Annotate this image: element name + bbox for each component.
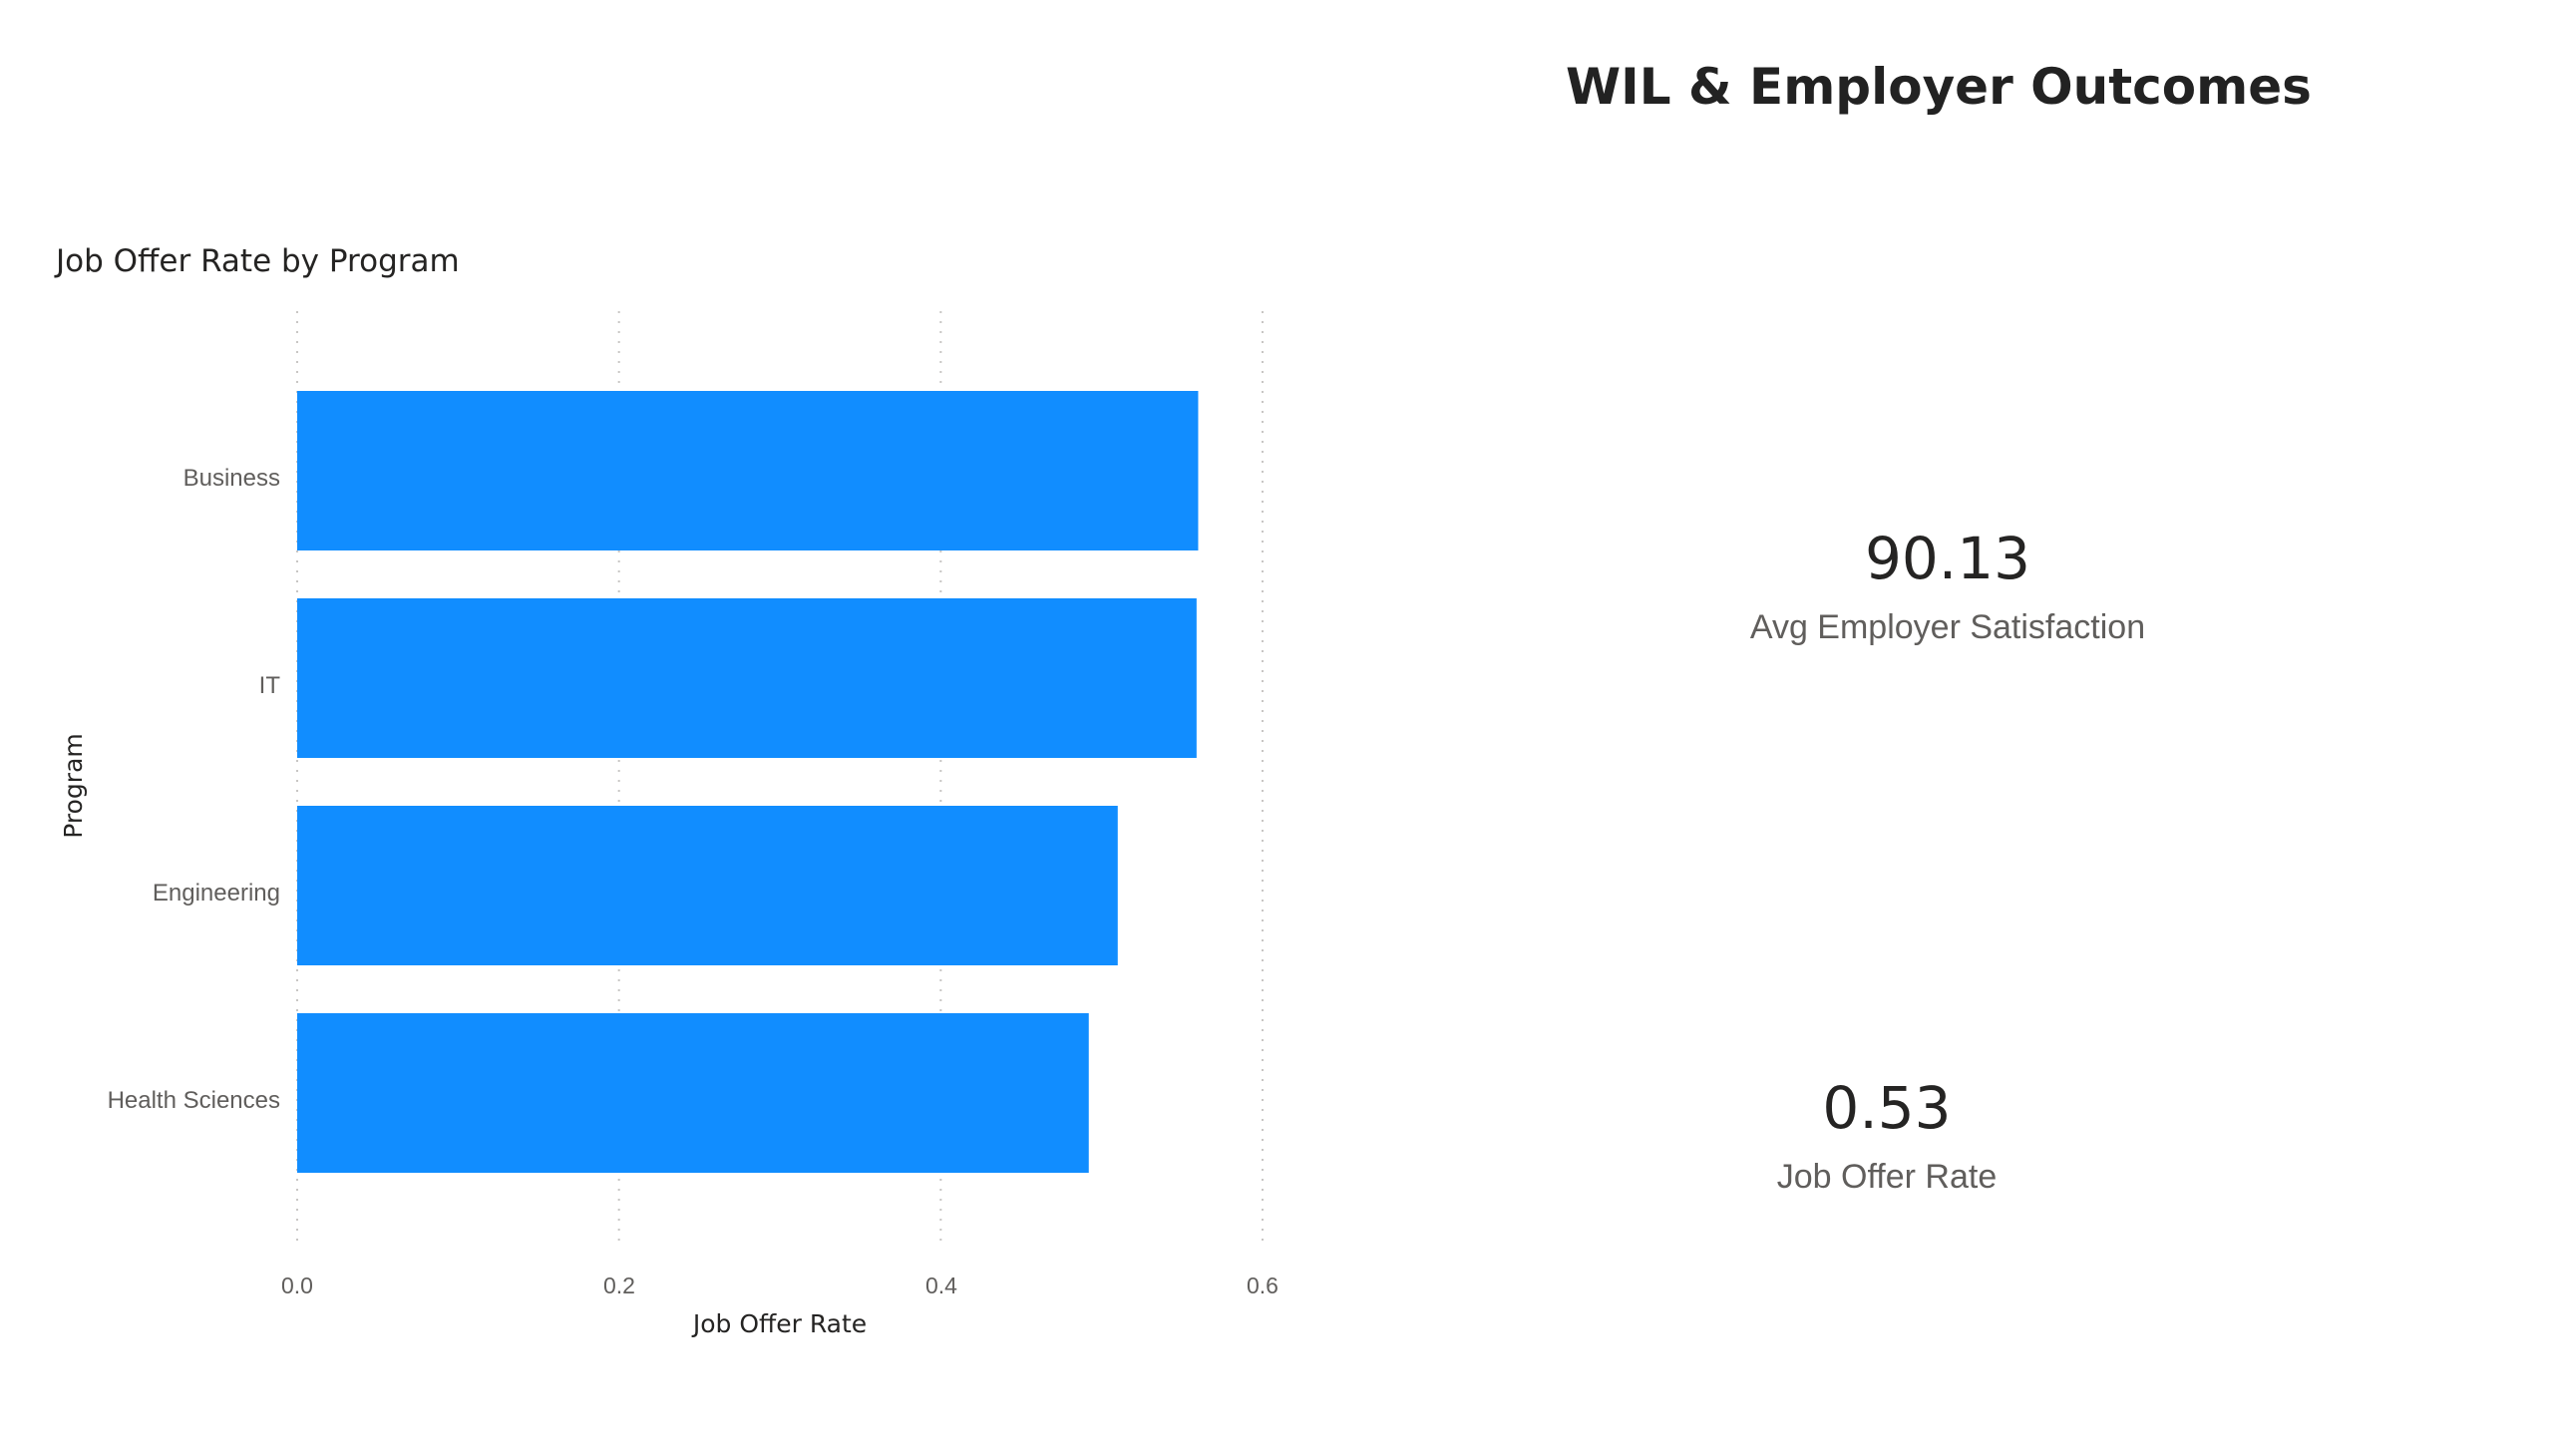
category-label: Health Sciences [108,1087,280,1114]
x-tick-labels: 0.0 0.2 0.4 0.6 [281,1273,1278,1298]
category-label: Engineering [153,880,280,907]
kpi-satisfaction-label: Avg Employer Satisfaction [1749,608,2146,646]
chart-title: Job Offer Rate by Program [56,243,460,279]
x-tick-label: 0.0 [281,1273,313,1298]
kpi-job-offer-value: 0.53 [1822,1074,1952,1142]
x-tick-label: 0.2 [603,1273,635,1298]
page-title: WIL & Employer Outcomes [1566,58,2312,116]
category-label: IT [259,672,281,699]
x-tick-label: 0.4 [925,1273,957,1298]
kpi-satisfaction-value: 90.13 [1864,525,2031,592]
bar-it[interactable] [297,598,1197,758]
category-label: Business [183,465,280,492]
y-axis-title: Program [59,733,88,838]
bar-business[interactable] [297,391,1199,550]
bar-chart[interactable]: Business IT Engineering Health Sciences … [0,0,1296,1396]
x-axis-title: Job Offer Rate [691,1309,867,1338]
bars[interactable] [297,391,1199,1173]
x-tick-label: 0.6 [1247,1273,1278,1298]
bar-engineering[interactable] [297,806,1118,965]
category-labels: Business IT Engineering Health Sciences [108,465,281,1114]
gridlines [296,311,1264,1249]
bar-health-sciences[interactable] [297,1013,1089,1173]
kpi-job-offer-label: Job Offer Rate [1776,1158,1998,1196]
